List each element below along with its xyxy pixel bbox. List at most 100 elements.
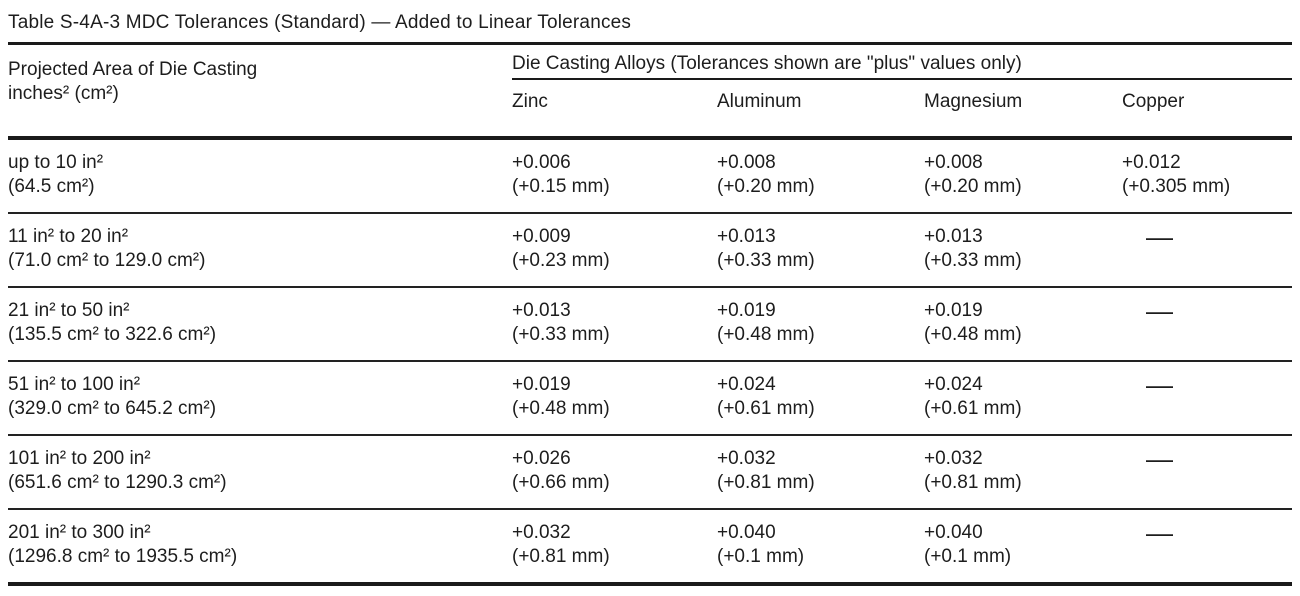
- area-cell: 21 in² to 50 in² (135.5 cm² to 322.6 cm²…: [8, 299, 512, 347]
- area-cell: 101 in² to 200 in² (651.6 cm² to 1290.3 …: [8, 447, 512, 495]
- tolerance-in: +0.006: [512, 152, 571, 173]
- aluminum-cell: +0.040 (+0.1 mm): [717, 521, 924, 569]
- copper-cell: —: [1122, 224, 1292, 273]
- tolerance-in: +0.019: [512, 374, 571, 395]
- area-inches: up to 10 in²: [8, 152, 104, 173]
- copper-cell: —: [1122, 296, 1292, 347]
- table-title: Table S-4A-3 MDC Tolerances (Standard) —…: [8, 12, 632, 33]
- aluminum-cell: +0.032 (+0.81 mm): [717, 447, 924, 495]
- area-cm: (329.0 cm² to 645.2 cm²): [8, 398, 217, 419]
- alloys-group-header: Die Casting Alloys (Tolerances shown are…: [512, 45, 1292, 80]
- header-rule: [8, 136, 1292, 140]
- magnesium-cell: +0.032 (+0.81 mm): [924, 447, 1122, 495]
- tolerance-in: +0.019: [924, 300, 983, 321]
- tolerance-mm: (+0.1 mm): [924, 546, 1012, 567]
- tolerance-mm: (+0.66 mm): [512, 472, 610, 493]
- zinc-cell: +0.013 (+0.33 mm): [512, 299, 717, 347]
- tolerance-mm: (+0.15 mm): [512, 176, 610, 197]
- no-value-dash: —: [1146, 444, 1173, 474]
- aluminum-cell: +0.013 (+0.33 mm): [717, 225, 924, 273]
- tolerance-mm: (+0.33 mm): [924, 250, 1022, 271]
- tolerance-in: +0.009: [512, 226, 571, 247]
- top-rule: [8, 42, 1292, 45]
- tolerance-mm: (+0.48 mm): [512, 398, 610, 419]
- copper-cell: +0.012 (+0.305 mm): [1122, 151, 1292, 199]
- tolerance-in: +0.024: [717, 374, 776, 395]
- column-header-aluminum: Aluminum: [717, 91, 802, 112]
- column-header-magnesium: Magnesium: [924, 91, 1023, 112]
- copper-cell: —: [1122, 518, 1292, 569]
- aluminum-cell: +0.019 (+0.48 mm): [717, 299, 924, 347]
- table-row: 201 in² to 300 in² (1296.8 cm² to 1935.5…: [8, 510, 1292, 586]
- area-inches: 101 in² to 200 in²: [8, 448, 151, 469]
- area-cell: 51 in² to 100 in² (329.0 cm² to 645.2 cm…: [8, 373, 512, 421]
- copper-cell: —: [1122, 370, 1292, 421]
- tolerance-in: +0.013: [512, 300, 571, 321]
- copper-cell: —: [1122, 444, 1292, 495]
- alloy-column-headers: Zinc Aluminum Magnesium Copper: [512, 80, 1292, 113]
- tolerance-mm: (+0.61 mm): [717, 398, 815, 419]
- magnesium-cell: +0.013 (+0.33 mm): [924, 225, 1122, 273]
- area-inches: 21 in² to 50 in²: [8, 300, 130, 321]
- magnesium-cell: +0.040 (+0.1 mm): [924, 521, 1122, 569]
- tolerance-in: +0.032: [924, 448, 983, 469]
- magnesium-cell: +0.019 (+0.48 mm): [924, 299, 1122, 347]
- zinc-cell: +0.006 (+0.15 mm): [512, 151, 717, 199]
- alloys-header-group: Die Casting Alloys (Tolerances shown are…: [512, 45, 1292, 136]
- tolerance-in: +0.013: [717, 226, 776, 247]
- table-row: 101 in² to 200 in² (651.6 cm² to 1290.3 …: [8, 436, 1292, 510]
- area-cell: 201 in² to 300 in² (1296.8 cm² to 1935.5…: [8, 521, 512, 569]
- no-value-dash: —: [1146, 296, 1173, 326]
- column-header-zinc: Zinc: [512, 91, 548, 112]
- projected-area-header-line2: inches² (cm²): [8, 83, 119, 104]
- zinc-cell: +0.026 (+0.66 mm): [512, 447, 717, 495]
- area-cm: (1296.8 cm² to 1935.5 cm²): [8, 546, 238, 567]
- projected-area-header-line1: Projected Area of Die Casting: [8, 59, 258, 80]
- area-inches: 51 in² to 100 in²: [8, 374, 141, 395]
- tolerance-mm: (+0.48 mm): [717, 324, 815, 345]
- tolerance-mm: (+0.23 mm): [512, 250, 610, 271]
- tolerance-in: +0.019: [717, 300, 776, 321]
- tolerance-in: +0.040: [717, 522, 776, 543]
- tolerance-mm: (+0.1 mm): [717, 546, 805, 567]
- magnesium-cell: +0.024 (+0.61 mm): [924, 373, 1122, 421]
- zinc-cell: +0.019 (+0.48 mm): [512, 373, 717, 421]
- tolerance-mm: (+0.61 mm): [924, 398, 1022, 419]
- tolerance-in: +0.032: [717, 448, 776, 469]
- table-row: 51 in² to 100 in² (329.0 cm² to 645.2 cm…: [8, 362, 1292, 436]
- magnesium-cell: +0.008 (+0.20 mm): [924, 151, 1122, 199]
- tolerance-in: +0.040: [924, 522, 983, 543]
- no-value-dash: —: [1146, 518, 1173, 548]
- area-cm: (71.0 cm² to 129.0 cm²): [8, 250, 206, 271]
- tolerance-mm: (+0.81 mm): [717, 472, 815, 493]
- tolerance-mm: (+0.20 mm): [924, 176, 1022, 197]
- tolerance-mm: (+0.48 mm): [924, 324, 1022, 345]
- aluminum-cell: +0.008 (+0.20 mm): [717, 151, 924, 199]
- tolerance-mm: (+0.33 mm): [717, 250, 815, 271]
- tolerance-mm: (+0.305 mm): [1122, 176, 1231, 197]
- area-cell: 11 in² to 20 in² (71.0 cm² to 129.0 cm²): [8, 225, 512, 273]
- no-value-dash: —: [1146, 370, 1173, 400]
- tolerance-in: +0.024: [924, 374, 983, 395]
- column-header-copper: Copper: [1122, 91, 1185, 112]
- projected-area-column-header: Projected Area of Die Casting inches² (c…: [8, 45, 512, 136]
- tolerance-mm: (+0.81 mm): [924, 472, 1022, 493]
- tolerance-mm: (+0.33 mm): [512, 324, 610, 345]
- table-row: 11 in² to 20 in² (71.0 cm² to 129.0 cm²)…: [8, 214, 1292, 288]
- tolerance-in: +0.032: [512, 522, 571, 543]
- tolerance-in: +0.008: [924, 152, 983, 173]
- tolerance-in: +0.012: [1122, 152, 1181, 173]
- zinc-cell: +0.009 (+0.23 mm): [512, 225, 717, 273]
- table-header: Projected Area of Die Casting inches² (c…: [8, 45, 1292, 136]
- tolerance-in: +0.008: [717, 152, 776, 173]
- aluminum-cell: +0.024 (+0.61 mm): [717, 373, 924, 421]
- tolerance-mm: (+0.81 mm): [512, 546, 610, 567]
- area-inches: 11 in² to 20 in²: [8, 226, 129, 247]
- tolerance-in: +0.013: [924, 226, 983, 247]
- area-cell: up to 10 in² (64.5 cm²): [8, 151, 512, 199]
- area-inches: 201 in² to 300 in²: [8, 522, 151, 543]
- area-cm: (651.6 cm² to 1290.3 cm²): [8, 472, 227, 493]
- table-row: 21 in² to 50 in² (135.5 cm² to 322.6 cm²…: [8, 288, 1292, 362]
- area-cm: (64.5 cm²): [8, 176, 95, 197]
